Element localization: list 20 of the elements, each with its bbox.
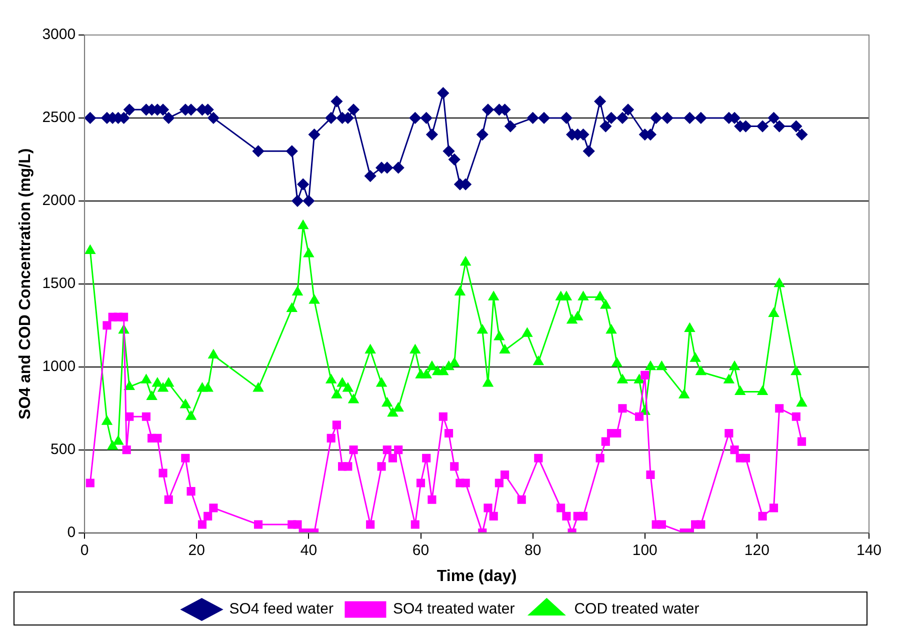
x-tick-label: 40 xyxy=(300,542,318,559)
x-tick-label: 80 xyxy=(524,542,542,559)
legend-label: COD treated water xyxy=(574,600,700,618)
x-tick-label: 20 xyxy=(188,542,205,559)
legend-label: SO4 treated water xyxy=(392,600,515,618)
x-tick-label: 120 xyxy=(744,542,770,559)
y-tick-label: 1500 xyxy=(42,275,76,292)
y-tick-label: 2500 xyxy=(42,109,76,126)
x-axis-title: Time (day) xyxy=(436,568,517,585)
legend-label: SO4 feed water xyxy=(229,600,334,618)
x-tick-label: 140 xyxy=(856,542,882,559)
y-tick-label: 1000 xyxy=(42,358,76,376)
y-tick-label: 0 xyxy=(67,524,76,541)
y-tick-label: 500 xyxy=(50,440,76,458)
x-tick-label: 0 xyxy=(80,542,89,559)
y-tick-label: 2000 xyxy=(42,192,76,210)
y-tick-label: 3000 xyxy=(42,26,76,44)
x-tick-label: 100 xyxy=(632,542,658,559)
x-tick-label: 60 xyxy=(412,542,430,559)
y-axis-title: SO4 and COD Concentration (mg/L) xyxy=(17,148,34,420)
